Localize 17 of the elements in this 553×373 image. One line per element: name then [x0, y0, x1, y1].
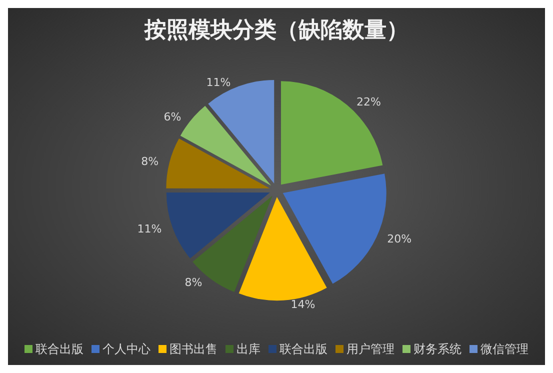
data-label: 8%	[141, 155, 159, 168]
legend-label: 用户管理	[346, 342, 394, 356]
data-label: 11%	[137, 222, 162, 236]
data-label: 14%	[290, 298, 316, 311]
chart-title: 按照模块分类（缺陷数量）	[144, 17, 408, 43]
legend-label: 联合出版	[280, 342, 328, 356]
legend-label: 出库	[236, 342, 260, 356]
data-label: 6%	[164, 110, 182, 124]
data-label: 11%	[206, 76, 231, 89]
data-label: 8%	[184, 276, 202, 290]
data-label: 20%	[387, 232, 412, 246]
data-label: 22%	[356, 95, 381, 108]
legend-label: 图书出售	[170, 342, 218, 356]
legend-label: 财务系统	[414, 342, 462, 356]
legend-label: 个人中心	[102, 342, 150, 356]
legend-label: 微信管理	[480, 342, 528, 356]
legend-label: 联合出版	[36, 342, 84, 356]
